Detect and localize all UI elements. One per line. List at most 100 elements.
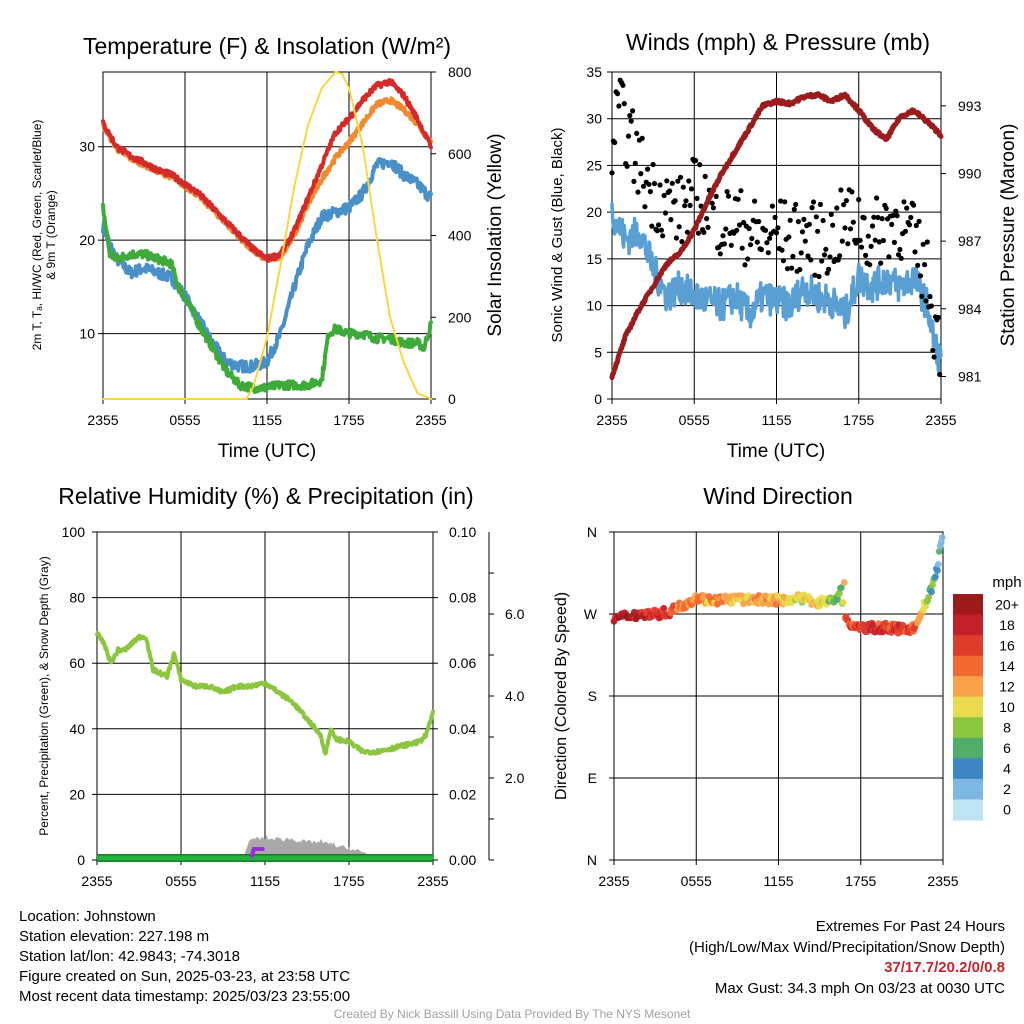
wind-direction-panel-title: Wind Direction — [703, 483, 853, 509]
gust-point — [922, 262, 928, 268]
gust-point — [847, 226, 854, 232]
temperature-line — [101, 78, 433, 263]
gust-point — [676, 224, 682, 230]
solar-insolation-line — [102, 71, 432, 400]
humidity-x-tick-label: 0555 — [165, 873, 196, 889]
colorbar-label: 6 — [1003, 740, 1011, 756]
figure-created: Figure created on Sun, 2025-03-23, at 23… — [19, 968, 351, 985]
gust-point — [701, 229, 707, 235]
humidity-y-label: Percent, Precipitation (Green), & Snow D… — [37, 556, 51, 835]
winds-y-label: Sonic Wind & Gust (Blue, Black) — [549, 127, 566, 342]
gust-point — [802, 238, 808, 244]
colorbar-swatch — [953, 655, 983, 677]
humidity-line — [95, 631, 435, 756]
gust-point — [782, 199, 788, 205]
gust-point — [849, 189, 855, 195]
wind-direction-point — [928, 588, 935, 596]
humidity-x-tick-label: 2355 — [417, 873, 448, 889]
pressure-y2-label: Station Pressure (Maroon) — [998, 124, 1019, 347]
dewpoint-line — [101, 202, 433, 394]
gust-point — [861, 215, 867, 221]
precip-y2-tick-label: 0.06 — [449, 655, 476, 671]
gust-point — [697, 162, 703, 168]
gust-point — [937, 371, 943, 377]
gust-point — [612, 139, 618, 146]
gust-point — [710, 205, 717, 211]
colorbar-label: 12 — [999, 678, 1015, 694]
gust-point — [688, 186, 695, 192]
pressure-y2-tick-label: 990 — [958, 165, 982, 181]
max-gust: Max Gust: 34.3 mph On 03/23 at 0030 UTC — [714, 979, 1005, 997]
gust-point — [624, 163, 630, 169]
gust-point — [806, 221, 813, 227]
gust-point — [913, 222, 919, 229]
snow-depth-tick-label: 2.0 — [505, 770, 525, 786]
gust-point — [621, 101, 627, 107]
winds-y-tick-label: 35 — [586, 64, 602, 80]
gust-point — [808, 257, 814, 263]
gust-point — [738, 188, 744, 194]
gust-point — [772, 214, 778, 220]
gust-point — [917, 273, 924, 279]
gust-point — [679, 239, 685, 245]
gust-point — [723, 226, 729, 232]
gust-point — [927, 293, 933, 300]
gust-point — [797, 266, 803, 273]
sonic-wind-line — [610, 202, 943, 373]
gust-point — [841, 202, 847, 208]
gust-point — [724, 189, 730, 195]
gust-point — [810, 199, 817, 205]
precip-y2-tick-label: 0.02 — [449, 786, 476, 802]
humidity-x-tick-label: 1755 — [333, 873, 364, 889]
gust-point — [694, 195, 700, 201]
gust-point — [645, 166, 651, 172]
gust-point — [664, 178, 670, 184]
gust-point — [930, 347, 936, 353]
gust-point — [911, 202, 917, 208]
gust-point — [856, 197, 862, 203]
wind-direction-point — [834, 595, 841, 603]
gust-point — [894, 213, 900, 219]
extremes-subtitle: (High/Low/Max Wind/Precipitation/Snow De… — [689, 938, 1005, 956]
gust-point — [767, 235, 773, 241]
gust-point — [638, 171, 644, 177]
gust-point — [639, 135, 645, 141]
gust-point — [923, 298, 929, 304]
gust-point — [725, 193, 732, 199]
gust-point — [850, 219, 856, 225]
gust-point — [704, 216, 710, 222]
gust-point — [784, 266, 791, 272]
gust-point — [890, 212, 896, 219]
temperature-x-tick-label: 2355 — [415, 412, 446, 428]
gust-point — [902, 228, 909, 234]
colorbar-swatch — [953, 635, 983, 657]
gust-point — [906, 222, 913, 228]
wind-direction-y-tick-label: N — [587, 852, 597, 868]
gust-point — [721, 241, 728, 247]
gust-point — [830, 222, 836, 228]
gust-point — [793, 201, 799, 208]
wind-direction-x-tick-label: 1155 — [763, 873, 793, 889]
gust-point — [935, 314, 941, 321]
pressure-y2-tick-label: 984 — [958, 301, 982, 317]
station-info: Location: Johnstown Station elevation: 2… — [19, 907, 350, 1007]
gust-point — [879, 216, 885, 222]
gust-point — [752, 198, 758, 204]
gust-point — [656, 222, 662, 228]
gust-point — [834, 205, 840, 211]
colorbar-swatch — [953, 799, 983, 821]
winds-x-tick-label: 2355 — [925, 412, 956, 428]
gust-point — [734, 227, 740, 233]
gust-point — [916, 218, 922, 224]
gust-point — [845, 241, 851, 247]
gust-point — [891, 239, 898, 245]
gust-point — [673, 235, 680, 241]
colorbar-swatch — [953, 676, 983, 698]
gust-point — [893, 208, 899, 214]
gust-point — [660, 233, 666, 239]
colorbar-swatch — [953, 758, 983, 780]
temperature-y-tick-label: 10 — [79, 326, 95, 342]
temperature-y-label-line2: & 9m T (Orange) — [44, 190, 58, 280]
colorbar-swatch — [953, 614, 983, 636]
gust-point — [745, 256, 751, 262]
